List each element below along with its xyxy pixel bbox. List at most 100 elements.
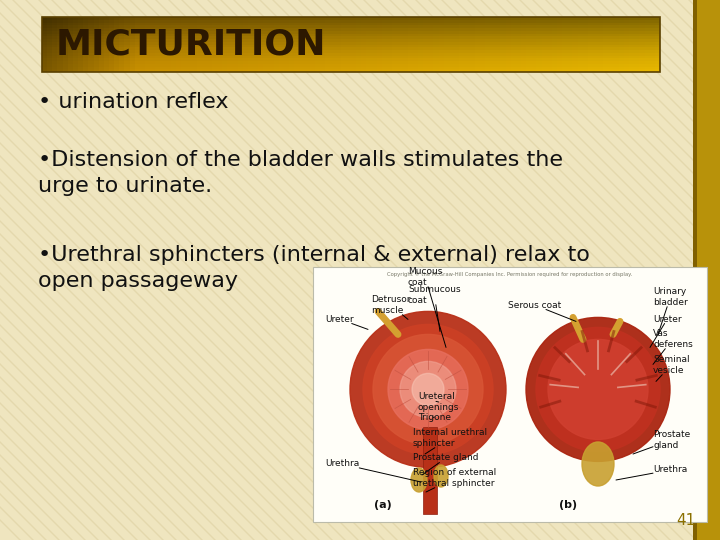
Bar	[104, 17, 109, 72]
Text: •Urethral sphincters (internal & external) relax to
open passageway: •Urethral sphincters (internal & externa…	[38, 245, 590, 291]
Bar	[325, 17, 330, 72]
Bar	[294, 17, 300, 72]
Bar	[644, 17, 649, 72]
Bar	[42, 47, 660, 50]
Bar	[53, 17, 58, 72]
Circle shape	[526, 318, 670, 461]
Bar	[356, 17, 361, 72]
Bar	[197, 17, 202, 72]
Text: Prostate
gland: Prostate gland	[633, 430, 690, 454]
Circle shape	[412, 373, 444, 406]
Bar	[130, 17, 135, 72]
Bar	[114, 17, 120, 72]
Bar	[408, 17, 413, 72]
Bar	[603, 17, 608, 72]
Bar	[693, 0, 720, 540]
Bar	[464, 17, 469, 72]
Bar	[613, 17, 618, 72]
Text: Seminal
vesicle: Seminal vesicle	[653, 355, 690, 381]
Bar	[258, 17, 264, 72]
Circle shape	[373, 334, 483, 444]
Bar	[382, 17, 387, 72]
Text: Ureteral
openings: Ureteral openings	[418, 392, 459, 411]
Bar	[346, 17, 351, 72]
Bar	[284, 17, 289, 72]
Bar	[500, 17, 505, 72]
Bar	[582, 17, 588, 72]
Text: (b): (b)	[559, 500, 577, 510]
Bar	[392, 17, 397, 72]
Bar	[186, 17, 192, 72]
Bar	[300, 17, 305, 72]
Bar	[145, 17, 150, 72]
Text: Serous coat: Serous coat	[508, 300, 576, 321]
Bar	[495, 17, 500, 72]
Circle shape	[388, 349, 468, 429]
Bar	[608, 17, 613, 72]
Ellipse shape	[411, 468, 427, 492]
Bar	[42, 33, 660, 36]
Bar	[42, 64, 660, 66]
Bar	[557, 17, 562, 72]
Bar	[42, 17, 660, 72]
Circle shape	[350, 312, 506, 468]
Ellipse shape	[582, 442, 614, 486]
Bar	[567, 17, 572, 72]
Bar	[361, 17, 366, 72]
Bar	[449, 17, 454, 72]
Bar	[78, 17, 84, 72]
Bar	[89, 17, 94, 72]
Text: •Distension of the bladder walls stimulates the
urge to urinate.: •Distension of the bladder walls stimula…	[38, 150, 563, 195]
Bar	[541, 17, 546, 72]
Bar	[269, 17, 274, 72]
Bar	[315, 17, 320, 72]
Bar	[531, 17, 536, 72]
Bar	[521, 17, 526, 72]
Bar	[526, 17, 531, 72]
Bar	[546, 17, 552, 72]
Circle shape	[400, 361, 456, 417]
Text: Vas
deferens: Vas deferens	[653, 329, 693, 364]
Bar	[42, 17, 660, 20]
Bar	[552, 17, 557, 72]
Bar	[156, 17, 161, 72]
Bar	[125, 17, 130, 72]
Text: Urethra: Urethra	[325, 460, 421, 482]
Bar	[135, 17, 140, 72]
Bar	[207, 17, 212, 72]
Bar	[42, 61, 660, 64]
Text: 41: 41	[676, 513, 696, 528]
Bar	[42, 17, 47, 72]
Bar	[253, 17, 258, 72]
Bar	[423, 17, 428, 72]
Text: Urethra: Urethra	[616, 465, 688, 480]
Bar	[42, 69, 660, 72]
Bar	[562, 17, 567, 72]
Bar	[176, 17, 181, 72]
Bar	[387, 17, 392, 72]
Bar	[42, 23, 660, 25]
Bar	[649, 17, 655, 72]
Bar	[577, 17, 582, 72]
Bar	[655, 17, 660, 72]
Bar	[140, 17, 145, 72]
Bar	[444, 17, 449, 72]
Bar	[377, 17, 382, 72]
Bar	[171, 17, 176, 72]
Bar	[423, 427, 437, 514]
Bar	[459, 17, 464, 72]
Bar	[181, 17, 186, 72]
Text: Prostate gland: Prostate gland	[413, 454, 479, 475]
Bar	[428, 17, 433, 72]
Bar	[516, 17, 521, 72]
Bar	[485, 17, 490, 72]
Bar	[42, 28, 660, 31]
Bar	[42, 25, 660, 28]
Bar	[510, 17, 516, 72]
Text: Region of external
urethral sphincter: Region of external urethral sphincter	[413, 468, 496, 492]
Bar	[202, 17, 207, 72]
Bar	[42, 44, 660, 47]
Bar	[243, 17, 248, 72]
Bar	[397, 17, 402, 72]
Bar	[233, 17, 238, 72]
